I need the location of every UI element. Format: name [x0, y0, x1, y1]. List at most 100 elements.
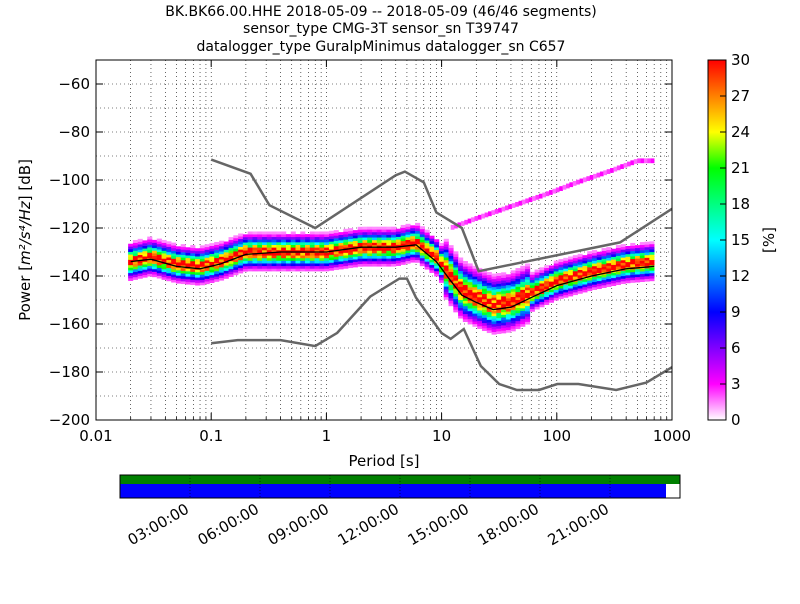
heatmap-cell	[553, 276, 559, 280]
heatmap-cell	[314, 242, 320, 245]
heatmap-cell	[324, 252, 330, 256]
heatmap-cell	[266, 231, 272, 235]
heatmap-cell	[544, 291, 550, 295]
heatmap-cell	[633, 159, 638, 164]
heatmap-cell	[599, 171, 604, 177]
heatmap-cell	[190, 276, 196, 280]
heatmap-cell	[443, 288, 449, 292]
heatmap-cell	[525, 287, 531, 291]
heatmap-cell	[620, 252, 626, 255]
heatmap-cell	[434, 244, 440, 248]
heatmap-cell	[324, 263, 330, 267]
heatmap-cell	[501, 288, 507, 292]
heatmap-cell	[630, 242, 636, 246]
heatmap-cell	[185, 255, 191, 259]
heatmap-cell	[338, 250, 344, 254]
heatmap-cell	[606, 278, 612, 282]
heatmap-cell	[458, 312, 464, 316]
heatmap-cell	[563, 271, 569, 274]
heatmap-cell	[238, 251, 244, 255]
heatmap-cell	[477, 310, 483, 314]
heatmap-cell	[223, 265, 229, 269]
heatmap-cell	[448, 245, 454, 249]
heatmap-cell	[367, 226, 373, 230]
heatmap-cell	[400, 230, 406, 234]
heatmap-cell	[544, 278, 550, 282]
heatmap-cell	[238, 246, 244, 250]
heatmap-cell	[529, 292, 535, 296]
heatmap-cell	[242, 268, 248, 272]
heatmap-cell	[386, 247, 392, 251]
heatmap-cell	[152, 271, 158, 275]
heatmap-cell	[635, 263, 641, 267]
heatmap-cell	[161, 271, 167, 275]
heatmap-cell	[175, 272, 182, 276]
heatmap-cell	[635, 276, 641, 280]
heatmap-cell	[328, 265, 335, 269]
heatmap-cell	[548, 276, 555, 279]
heatmap-cell	[563, 273, 569, 277]
heatmap-cell	[214, 276, 220, 280]
heatmap-cell	[472, 289, 478, 293]
heatmap-cell	[443, 265, 449, 269]
heatmap-cell	[582, 255, 588, 259]
heatmap-cell	[620, 164, 624, 169]
heatmap-cell	[381, 258, 387, 262]
heatmap-cell	[290, 231, 296, 235]
heatmap-cell	[391, 258, 397, 262]
heatmap-cell	[606, 284, 612, 287]
heatmap-cell	[233, 266, 239, 270]
heatmap-cell	[142, 266, 148, 270]
heatmap-cell	[520, 271, 526, 275]
heatmap-cell	[505, 311, 511, 315]
heatmap-cell	[515, 268, 521, 271]
title-line-3: datalogger_type GuralpMinimus datalogger…	[197, 39, 566, 55]
heatmap-cell	[372, 239, 378, 243]
heatmap-cell	[481, 306, 488, 310]
heatmap-cell	[415, 259, 421, 263]
heatmap-cell	[266, 249, 272, 253]
heatmap-cell	[520, 302, 526, 306]
heatmap-cell	[166, 251, 172, 255]
heatmap-cell	[587, 264, 593, 268]
heatmap-cell	[639, 263, 645, 267]
heatmap-cell	[587, 269, 593, 273]
heatmap-cell	[443, 291, 449, 295]
heatmap-cell	[438, 248, 445, 252]
heatmap-cell	[572, 268, 578, 272]
heatmap-cell	[357, 226, 363, 230]
heatmap-cell	[538, 193, 543, 199]
heatmap-cell	[252, 236, 258, 240]
heatmap-cell	[647, 158, 652, 164]
heatmap-cell	[520, 292, 526, 296]
timeline-top-bar	[120, 475, 680, 484]
heatmap-cell	[300, 265, 306, 269]
heatmap-cell	[357, 237, 363, 241]
heatmap-cell	[257, 260, 263, 264]
heatmap-cell	[223, 254, 229, 258]
x-tick-label: 0.1	[199, 427, 223, 445]
heatmap-cell	[448, 271, 454, 275]
heatmap-cell	[542, 192, 546, 198]
heatmap-cell	[300, 242, 306, 245]
heatmap-cell	[582, 177, 587, 183]
heatmap-cell	[453, 301, 459, 305]
coverage-timeline: 03:00:00 06:00:00 09:00:00 12:00:00 15:00:00…	[119, 474, 681, 549]
heatmap-cell	[281, 242, 287, 245]
heatmap-cell	[324, 234, 330, 238]
heatmap-cell	[477, 307, 483, 311]
heatmap-cell	[601, 256, 607, 259]
heatmap-cell	[486, 327, 492, 331]
heatmap-cell	[195, 253, 201, 257]
heatmap-cell	[372, 250, 378, 254]
heatmap-cell	[481, 320, 488, 324]
heatmap-cell	[419, 228, 425, 232]
heatmap-cell	[510, 307, 516, 311]
heatmap-cell	[305, 236, 311, 240]
heatmap-cell	[348, 230, 354, 234]
heatmap-cell	[505, 303, 511, 307]
heatmap-cell	[376, 255, 382, 259]
heatmap-cell	[596, 286, 602, 289]
heatmap-cell	[309, 236, 315, 240]
